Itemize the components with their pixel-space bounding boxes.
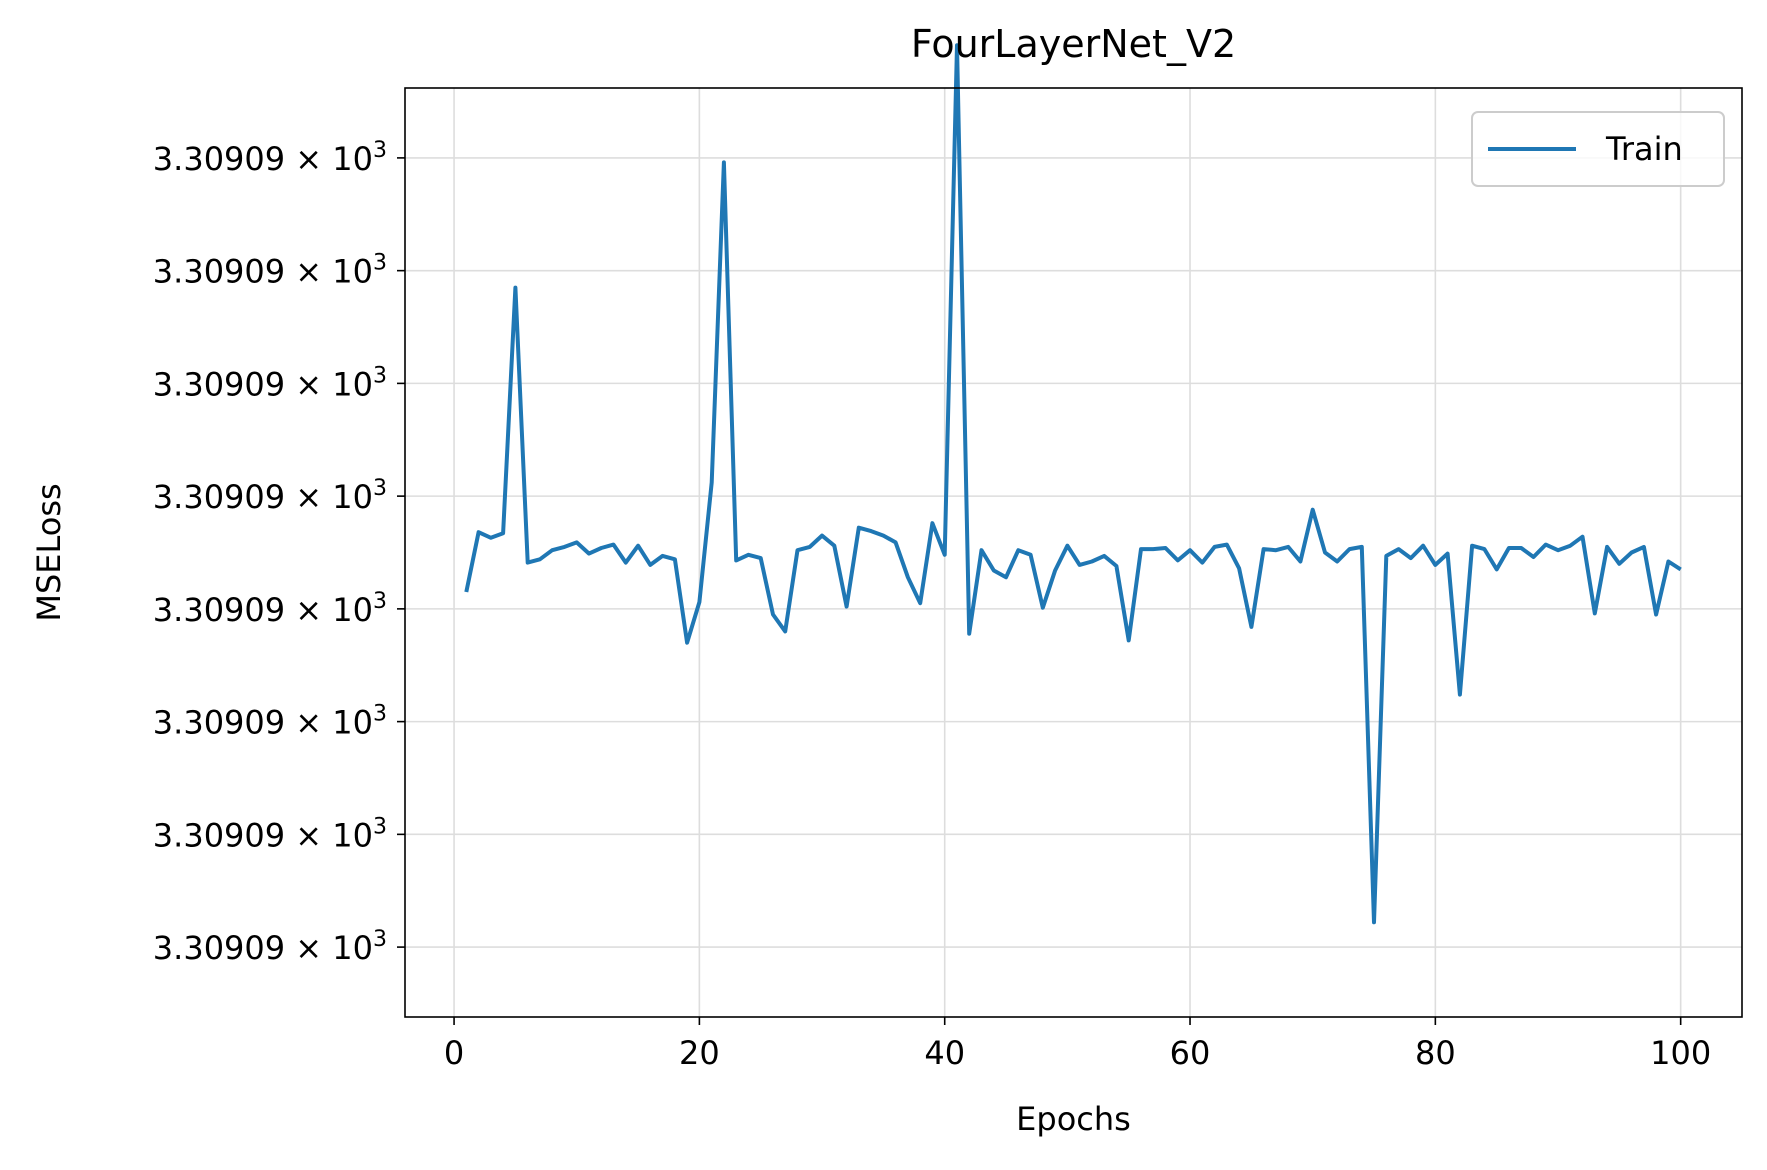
legend: Train (1471, 111, 1725, 187)
x-tick-label: 40 (924, 1034, 965, 1072)
x-tick-label: 80 (1415, 1034, 1456, 1072)
x-tick-label: 0 (444, 1034, 464, 1072)
y-tick-label: 3.30909 × 103 (153, 138, 387, 178)
series-line-train (464, 43, 1682, 925)
y-tick-label: 3.30909 × 103 (153, 251, 387, 291)
legend-label-train: Train (1605, 130, 1683, 168)
y-tick-label: 3.30909 × 103 (153, 476, 387, 516)
y-tick-label: 3.30909 × 103 (153, 702, 387, 742)
x-tick-label: 20 (679, 1034, 720, 1072)
y-tick-label: 3.30909 × 103 (153, 589, 387, 629)
x-tick-label: 60 (1170, 1034, 1211, 1072)
x-tick-label: 100 (1650, 1034, 1711, 1072)
y-tick-label: 3.30909 × 103 (153, 927, 387, 967)
y-tick-label: 3.30909 × 103 (153, 814, 387, 854)
series-layer (464, 43, 1682, 925)
ticks: 0 20 40 60 80 100 3.30909 × 103 3.30909 × 103 3.… (153, 138, 1711, 1072)
chart-title: FourLayerNet_V2 (911, 22, 1236, 66)
plot-frame (404, 87, 1743, 1018)
x-axis-title: Epochs (1016, 1100, 1131, 1138)
y-tick-label: 3.30909 × 103 (153, 363, 387, 403)
y-axis-title: MSELoss (30, 483, 68, 621)
legend-box (1471, 111, 1725, 187)
